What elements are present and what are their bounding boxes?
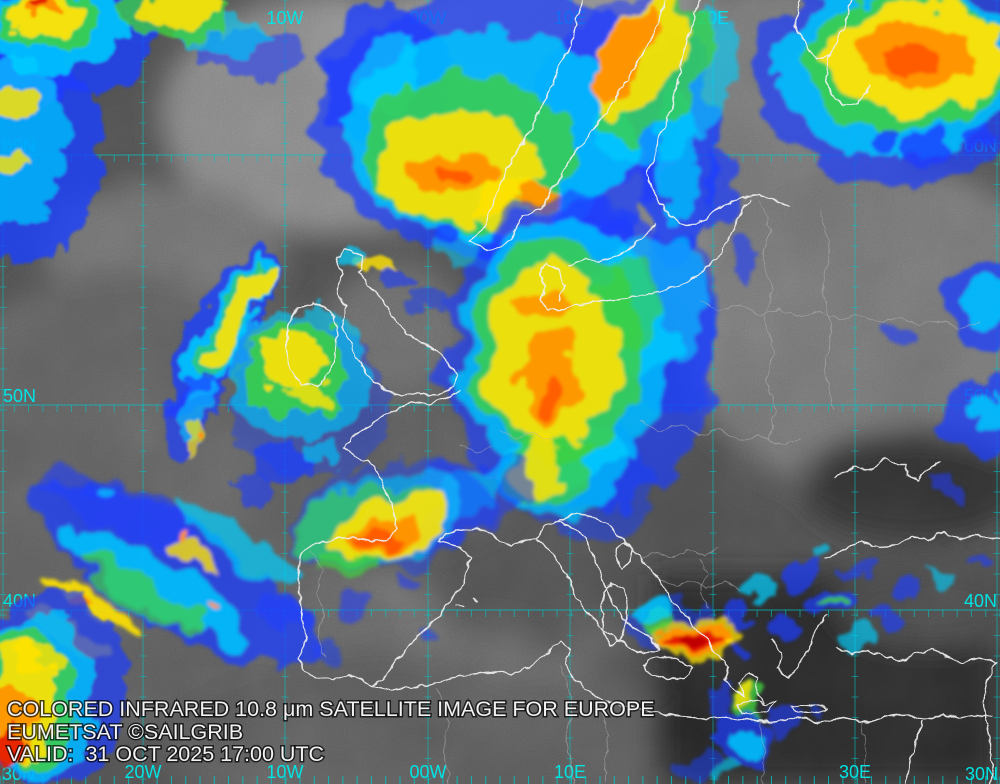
caption-credit: EUMETSAT ©SAILGRIB — [7, 720, 243, 744]
cloud-system-northwest-corner — [0, 0, 305, 265]
country-borders — [311, 199, 981, 784]
grid-label-bottom-30e: 30E — [839, 762, 871, 782]
coastlines — [285, 0, 1000, 784]
caption-valid-time: VALID: 31 OCT 2025 17:00 UTC — [7, 742, 324, 766]
cloud-system-bottom-left-corner — [0, 590, 130, 784]
cloud-band-southwest-atlantic — [31, 464, 350, 671]
grid-label-bottom-10w: 10W — [266, 762, 303, 782]
grid-label-bottom-20w: 20W — [124, 762, 161, 782]
caption-title: COLORED INFRARED 10.8 μm SATELLITE IMAGE… — [7, 697, 655, 721]
grid-label-bottom-00w: 00W — [409, 762, 446, 782]
grid-label-bottom-10e: 10E — [554, 762, 586, 782]
cloud-system-northeast — [706, 0, 1000, 503]
caption-block: COLORED INFRARED 10.8 μm SATELLITE IMAGE… — [6, 696, 657, 768]
grid-label-top-10w: 10W — [266, 8, 303, 28]
grid-label-right-40n: 40N — [964, 591, 997, 611]
grid-label-bottom-30n-right: 30N — [965, 764, 998, 784]
grid-label-left-50n: 50N — [3, 386, 36, 406]
cloud-system-central-front — [286, 190, 715, 630]
